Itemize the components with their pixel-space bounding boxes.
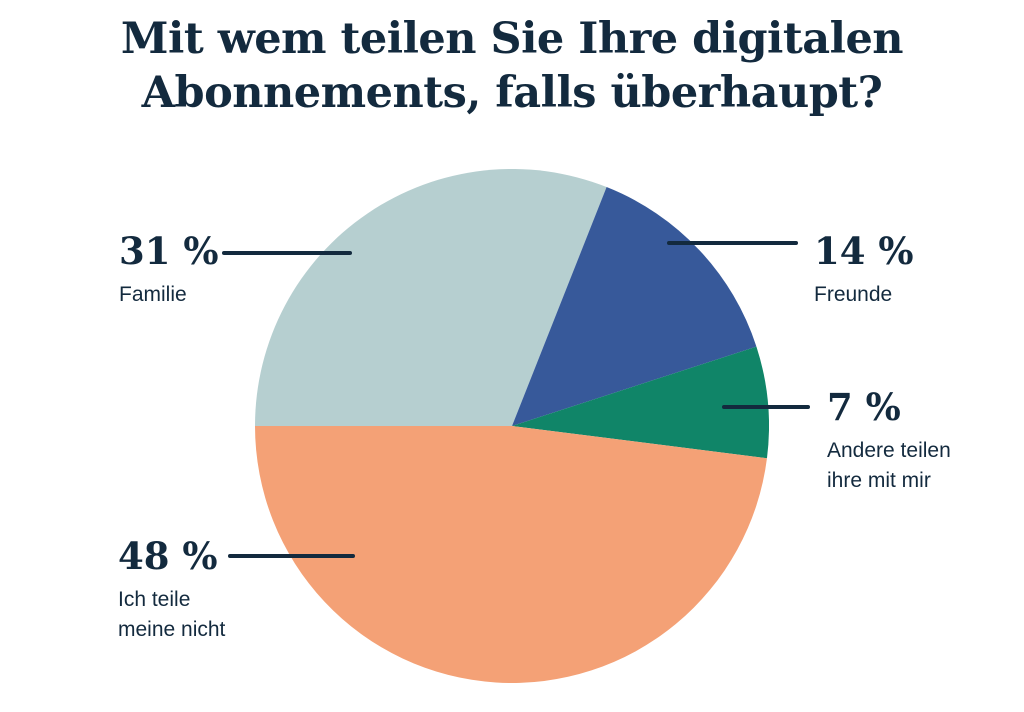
pie-chart [255,169,769,683]
pie-slice-freunde [512,187,757,426]
callout-ich-teile: 48 % Ich teile meine nicht [118,536,225,645]
callout-familie: 31 % Familie [119,231,219,310]
percent-value-freunde: 14 % [814,229,914,273]
category-label-freunde: Freunde [814,283,893,306]
callout-freunde: 14 % Freunde [814,231,914,310]
chart-title-line1: Mit wem teilen Sie Ihre digitalen [120,14,904,64]
category-label-andere: Andere teilen ihre mit mir [827,439,951,492]
percent-value-andere: 7 % [827,385,901,429]
callout-andere: 7 % Andere teilen ihre mit mir [827,387,951,496]
chart-title: Mit wem teilen Sie Ihre digitalen Abonnem… [0,12,1024,120]
pie-slice-andere-teilen-ihre-mit-mir [512,346,769,459]
leader-line-familie [222,251,352,255]
percent-value-ich-teile: 48 % [118,534,218,578]
pie-slice-familie [255,169,607,426]
category-label-ich-teile: Ich teile meine nicht [118,588,226,641]
percent-value-familie: 31 % [119,229,219,273]
pie-slice-ich-teile-meine-nicht [255,426,767,683]
leader-line-ich-teile [228,554,355,558]
chart-title-line2: Abonnements, falls überhaupt? [141,68,883,118]
category-label-familie: Familie [119,283,187,306]
leader-line-freunde [667,241,798,245]
leader-line-andere [722,405,810,409]
